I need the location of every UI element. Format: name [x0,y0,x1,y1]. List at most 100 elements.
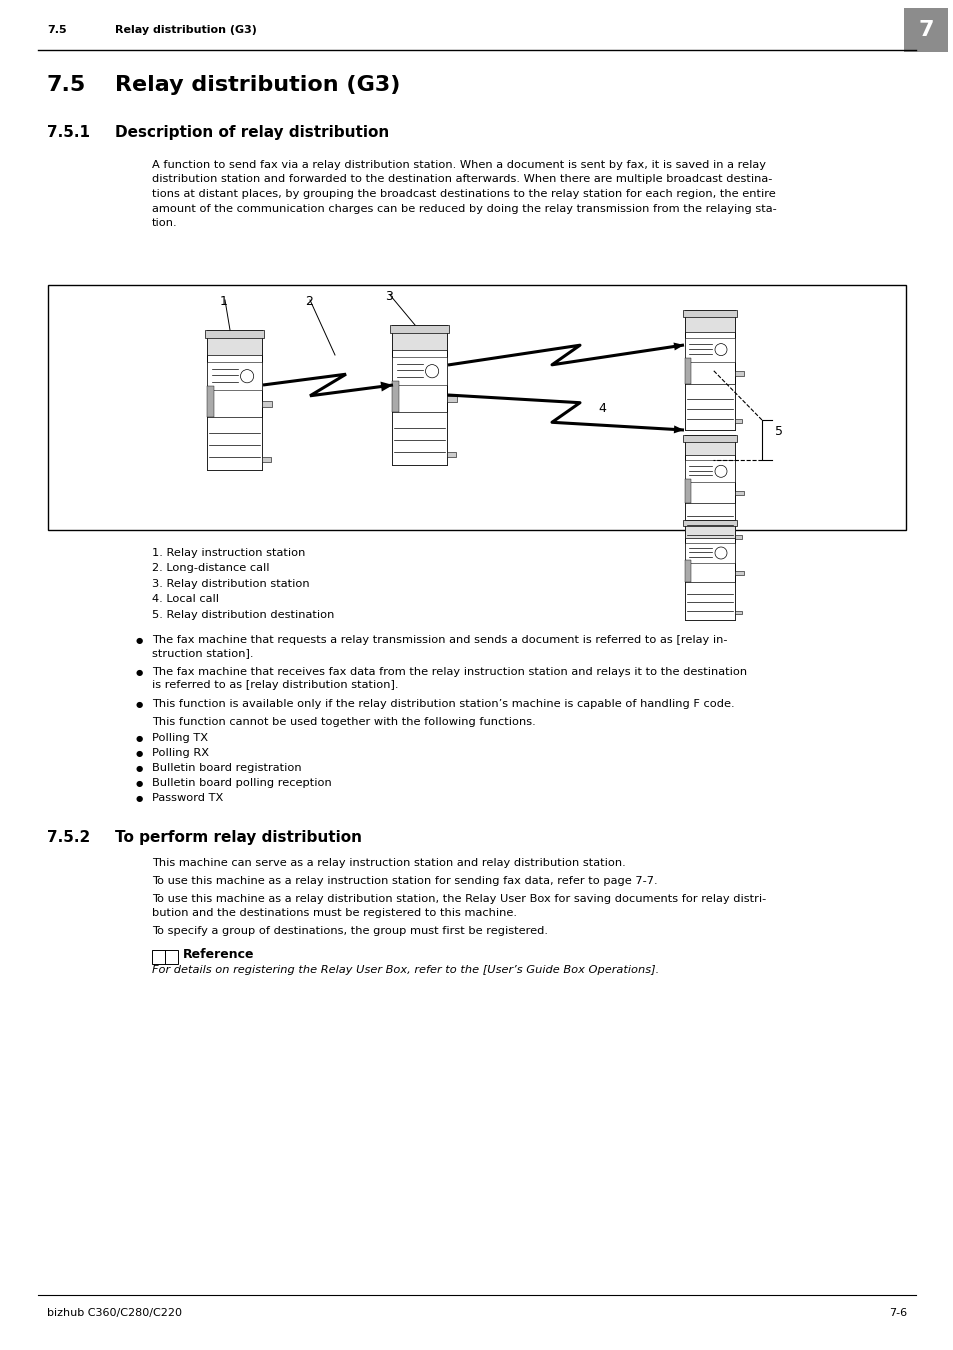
Bar [447,452,456,458]
Bar [734,418,741,423]
Text: 5: 5 [774,425,782,439]
Bar [684,560,690,582]
Text: This machine can serve as a relay instruction station and relay distribution sta: This machine can serve as a relay instru… [152,859,625,868]
Bar [208,329,262,355]
Text: Bulletin board registration: Bulletin board registration [152,764,301,774]
Text: bution and the destinations must be registered to this machine.: bution and the destinations must be regi… [152,909,517,918]
Bar [205,329,264,339]
Text: 3: 3 [385,290,393,302]
Text: 2: 2 [305,296,313,308]
Bar [684,358,690,385]
Circle shape [714,344,726,355]
Polygon shape [673,425,683,433]
Bar [390,325,449,333]
Bar [165,950,178,964]
Circle shape [714,466,726,478]
Bar [734,610,741,614]
Bar [682,310,737,317]
Text: ●: ● [136,749,143,759]
Bar [734,571,743,575]
Text: ●: ● [136,734,143,744]
Text: The fax machine that receives fax data from the relay instruction station and re: The fax machine that receives fax data f… [152,667,746,676]
Text: 7.5: 7.5 [47,76,86,95]
Text: To perform relay distribution: To perform relay distribution [115,830,361,845]
Text: For details on registering the Relay User Box, refer to the [User’s Guide Box Op: For details on registering the Relay Use… [152,965,659,975]
Text: ●: ● [136,668,143,676]
Text: 2. Long-distance call: 2. Long-distance call [152,563,269,574]
Bar [684,520,734,539]
Bar [684,385,734,431]
Text: 1: 1 [220,296,228,308]
Bar [684,310,734,431]
Bar [392,325,447,350]
Bar [682,435,737,441]
Bar [684,460,734,482]
Text: Polling TX: Polling TX [152,733,208,744]
Text: Relay distribution (G3): Relay distribution (G3) [115,76,400,95]
Bar [392,412,447,464]
Text: Polling RX: Polling RX [152,748,209,759]
Bar [152,950,165,964]
Text: Description of relay distribution: Description of relay distribution [115,126,389,140]
Text: The fax machine that requests a relay transmission and sends a document is refer: The fax machine that requests a relay tr… [152,634,727,645]
Text: This function cannot be used together with the following functions.: This function cannot be used together wi… [152,717,536,728]
Text: 7.5.1: 7.5.1 [47,126,90,140]
Text: distribution station and forwarded to the destination afterwards. When there are: distribution station and forwarded to th… [152,174,772,185]
Bar [447,397,456,402]
Text: To use this machine as a relay instruction station for sending fax data, refer t: To use this machine as a relay instructi… [152,876,657,886]
Bar [262,458,271,462]
Text: Reference: Reference [183,948,254,961]
Bar [734,371,743,377]
Text: To use this machine as a relay distribution station, the Relay User Box for savi: To use this machine as a relay distribut… [152,894,765,903]
Text: bizhub C360/C280/C220: bizhub C360/C280/C220 [47,1308,182,1318]
Bar [392,325,447,464]
Text: tion.: tion. [152,217,177,228]
Text: struction station].: struction station]. [152,648,253,659]
Text: ●: ● [136,795,143,803]
Bar [48,285,905,531]
Text: ●: ● [136,764,143,774]
Text: 7: 7 [918,20,933,40]
Bar [684,435,734,545]
Text: To specify a group of destinations, the group must first be registered.: To specify a group of destinations, the … [152,926,547,936]
Text: This function is available only if the relay distribution station’s machine is c: This function is available only if the r… [152,699,734,709]
Text: tions at distant places, by grouping the broadcast destinations to the relay sta: tions at distant places, by grouping the… [152,189,775,198]
Text: 7.5.2: 7.5.2 [47,830,91,845]
Bar [684,582,734,620]
Bar [684,520,734,620]
Text: A function to send fax via a relay distribution station. When a document is sent: A function to send fax via a relay distr… [152,161,765,170]
Bar [684,504,734,545]
Bar [684,435,734,455]
Text: 5. Relay distribution destination: 5. Relay distribution destination [152,610,334,620]
Text: Relay distribution (G3): Relay distribution (G3) [115,26,256,35]
Bar [392,381,398,412]
Bar [684,338,734,362]
Bar [903,8,947,53]
Text: 4. Local call: 4. Local call [152,594,219,605]
Text: ●: ● [136,636,143,645]
Polygon shape [380,382,393,391]
Polygon shape [673,343,683,351]
Text: Bulletin board polling reception: Bulletin board polling reception [152,779,332,788]
Bar [734,535,741,539]
Bar [682,520,737,526]
Bar [262,401,273,406]
Bar [208,386,213,417]
Bar [208,329,262,470]
Circle shape [425,364,438,378]
Text: 7-6: 7-6 [888,1308,906,1318]
Text: ●: ● [136,779,143,788]
Text: 7.5: 7.5 [47,26,67,35]
Bar [734,491,743,495]
Circle shape [714,547,726,559]
Bar [684,479,690,504]
Bar [208,362,262,390]
Circle shape [240,370,253,383]
Text: amount of the communication charges can be reduced by doing the relay transmissi: amount of the communication charges can … [152,204,776,213]
Text: 4: 4 [598,402,605,414]
Bar [684,310,734,332]
Bar [392,358,447,385]
Bar [208,417,262,470]
Text: 3. Relay distribution station: 3. Relay distribution station [152,579,310,589]
Text: 1. Relay instruction station: 1. Relay instruction station [152,548,305,558]
